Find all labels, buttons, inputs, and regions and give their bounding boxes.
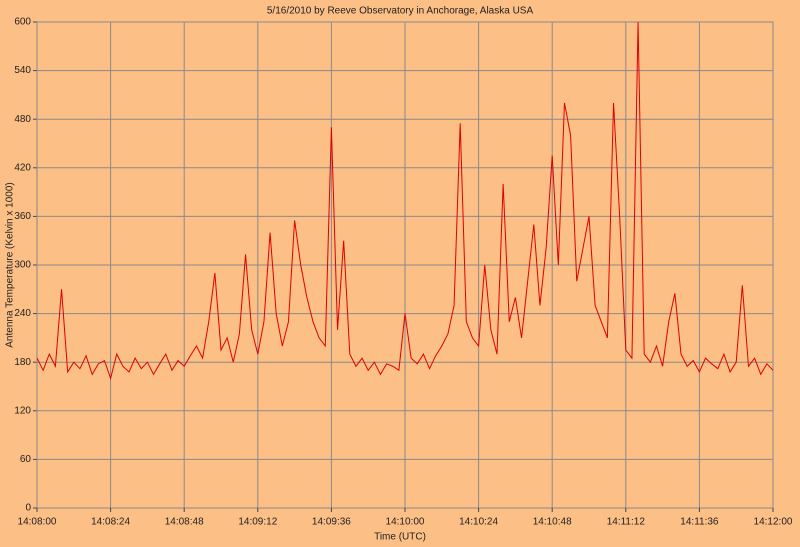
y-tick-label: 120 — [14, 405, 31, 416]
x-tick-label: 14:08:48 — [165, 517, 204, 528]
x-tick-label: 14:10:24 — [459, 517, 498, 528]
y-tick-label: 180 — [14, 357, 31, 368]
y-tick-label: 360 — [14, 211, 31, 222]
x-tick-label: 14:10:00 — [386, 517, 425, 528]
chart-title: 5/16/2010 by Reeve Observatory in Anchor… — [267, 6, 534, 17]
x-tick-label: 14:09:36 — [312, 517, 351, 528]
x-tick-label: 14:10:48 — [533, 517, 572, 528]
data-line — [36, 21, 774, 381]
y-tick-label: 300 — [14, 260, 31, 271]
x-tick-label: 14:08:24 — [91, 517, 130, 528]
y-tick-label: 540 — [14, 65, 31, 76]
x-tick-label: 14:12:00 — [754, 517, 793, 528]
x-tick-label: 14:11:36 — [680, 517, 719, 528]
y-tick-label: 60 — [20, 454, 32, 465]
x-tick-label: 14:09:12 — [238, 517, 277, 528]
y-tick-label: 420 — [14, 162, 31, 173]
y-tick-label: 240 — [14, 308, 31, 319]
x-axis-label: Time (UTC) — [374, 532, 426, 543]
x-tick-label: 14:08:00 — [18, 517, 57, 528]
y-axis-label: Antenna Temperature (Kelvin x 1000) — [5, 182, 16, 347]
y-tick-label: 0 — [25, 503, 31, 514]
y-tick-label: 480 — [14, 114, 31, 125]
y-tick-label: 600 — [14, 17, 31, 28]
x-tick-label: 14:11:12 — [607, 517, 646, 528]
